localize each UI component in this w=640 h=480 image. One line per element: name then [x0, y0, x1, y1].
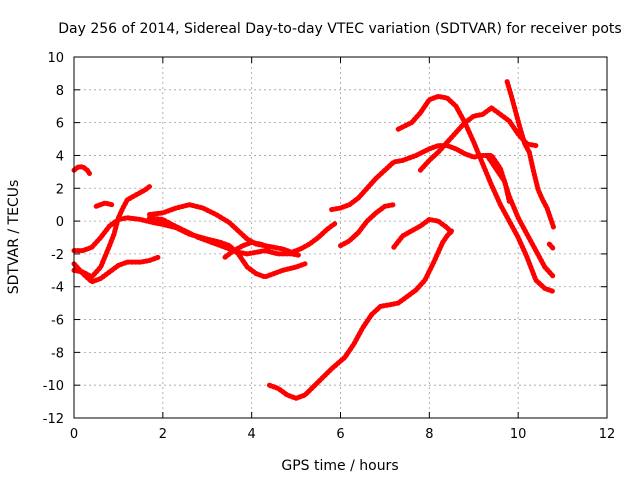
chart-title: Day 256 of 2014, Sidereal Day-to-day VTE… [58, 21, 621, 37]
y-tick-label: 4 [56, 149, 64, 164]
series-arc-3 [71, 254, 161, 285]
data-arc [504, 79, 557, 231]
y-tick-label: -8 [51, 346, 64, 361]
y-tick-label: -12 [43, 412, 64, 427]
data-arc [395, 93, 557, 295]
series-arc-17 [546, 241, 557, 252]
data-arc [266, 228, 454, 401]
y-tick-label: 0 [56, 215, 64, 230]
series-arc-12 [391, 217, 454, 250]
data-arc [222, 239, 272, 260]
series-arc-4 [71, 184, 152, 280]
y-tick-label: 10 [47, 51, 64, 66]
x-tick-label: 8 [425, 427, 433, 442]
x-axis-label: GPS time / hours [281, 458, 398, 474]
data-arc [417, 105, 539, 173]
x-tick-label: 2 [159, 427, 167, 442]
x-tick-label: 4 [248, 427, 256, 442]
series-arc-10 [329, 143, 557, 280]
data-arc [71, 164, 92, 176]
series-arc-5 [93, 200, 115, 209]
x-tick-label: 10 [510, 427, 527, 442]
series-arc-14 [417, 105, 539, 173]
series-arc-9 [266, 228, 454, 401]
data-arc [338, 202, 397, 249]
data-arc [71, 254, 161, 285]
y-tick-label: 6 [56, 117, 64, 132]
x-tick-label: 6 [336, 427, 344, 442]
y-axis-label: SDTVAR / TECUs [6, 180, 22, 295]
series-arc-11 [338, 202, 397, 249]
data-arc [391, 217, 454, 250]
y-tick-label: -2 [51, 248, 64, 263]
data-arc [329, 143, 557, 280]
data-arc [546, 241, 557, 252]
series-arc-13 [395, 93, 557, 295]
series-arc-1 [71, 164, 92, 176]
series-layer [71, 79, 557, 401]
series-arc-8 [222, 239, 272, 260]
y-tick-label: -4 [51, 281, 64, 296]
x-tick-label: 12 [599, 427, 616, 442]
x-tick-label: 0 [70, 427, 78, 442]
data-arc [484, 153, 512, 204]
series-arc-15 [484, 153, 512, 204]
data-arc [93, 200, 115, 209]
tick-layer: 0 2 4 6 8 10 12 -12 -10 -8 -6 -4 -2 0 2 4 6 8 10 [43, 51, 616, 442]
y-tick-label: 2 [56, 182, 64, 197]
y-tick-label: -10 [43, 379, 64, 394]
y-tick-label: 8 [56, 84, 64, 99]
data-arc [71, 184, 152, 280]
series-arc-16 [504, 79, 557, 231]
y-tick-label: -6 [51, 314, 64, 329]
